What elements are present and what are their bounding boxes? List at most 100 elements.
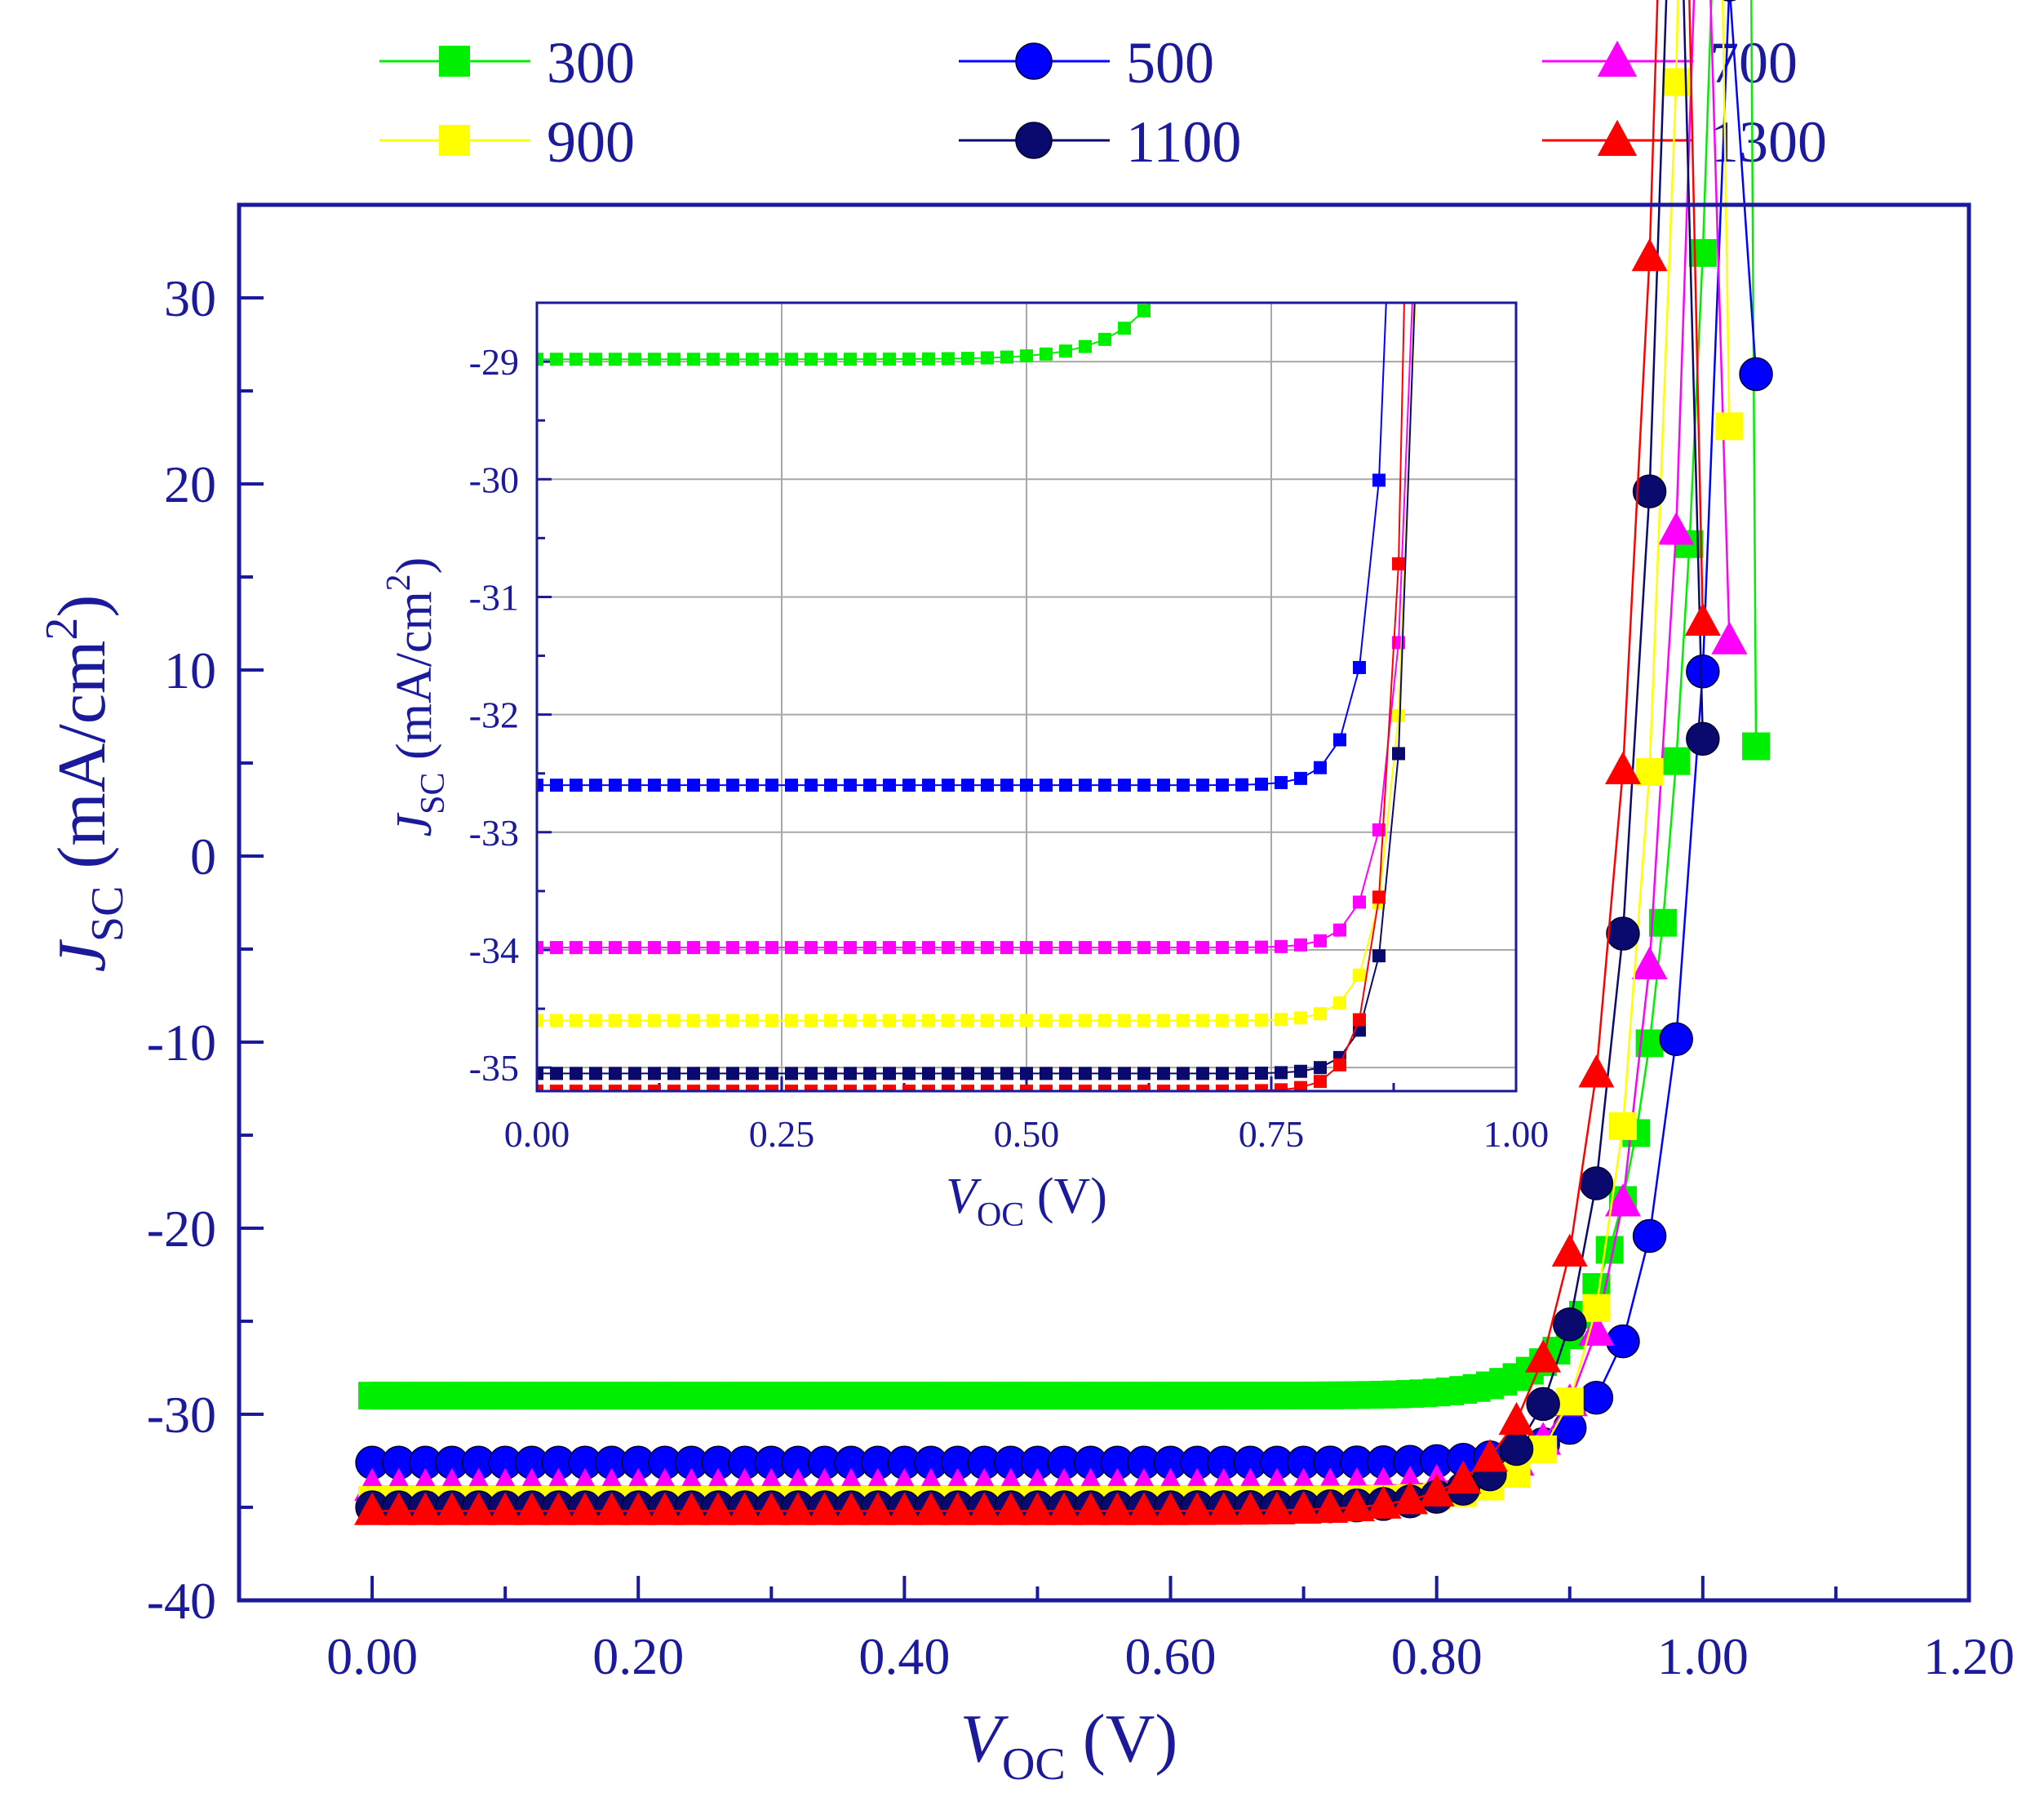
inset-point-900 — [1353, 968, 1366, 982]
main-point-1300 — [673, 1492, 710, 1525]
inset-point-1300 — [1392, 557, 1405, 570]
inset-point-1300 — [961, 1085, 974, 1091]
inset-point-300 — [687, 353, 700, 366]
inset-point-1100 — [746, 1067, 759, 1080]
inset-point-1100 — [1020, 1067, 1033, 1080]
inset-point-900 — [902, 1014, 916, 1027]
inset-point-300 — [1059, 344, 1072, 358]
inset-point-500 — [1255, 777, 1268, 791]
inset-point-500 — [726, 779, 739, 792]
inset-point-300 — [902, 352, 916, 366]
main-point-900 — [1609, 1112, 1637, 1140]
main-point-500 — [1739, 357, 1773, 392]
inset-point-900 — [1098, 1014, 1111, 1027]
inset-point-1300 — [1255, 1084, 1268, 1091]
inset-point-1300 — [942, 1085, 955, 1091]
inset-point-700 — [1255, 940, 1268, 954]
legend-label: 300 — [547, 30, 635, 95]
inset-point-900 — [707, 1014, 720, 1027]
main-x-axis-label: VOC (V) — [960, 1701, 1178, 1790]
main-point-1300 — [1125, 1492, 1162, 1525]
inset-y-tick-label: -32 — [469, 694, 519, 736]
inset-point-300 — [785, 353, 798, 366]
legend-item-900: 900 — [379, 109, 635, 175]
inset-point-1300 — [726, 1085, 739, 1091]
inset-point-500 — [1040, 779, 1053, 792]
inset-y-tick-label: -29 — [469, 341, 519, 383]
inset-x-tick-label: 0.50 — [994, 1113, 1060, 1155]
inset-point-900 — [1275, 1013, 1288, 1027]
inset-point-1300 — [785, 1085, 798, 1091]
inset-point-1300 — [570, 1085, 583, 1091]
main-y-tick-label: 0 — [190, 828, 216, 885]
inset-point-700 — [805, 941, 818, 955]
inset-point-1300 — [1333, 1058, 1346, 1072]
inset-point-1300 — [1059, 1085, 1072, 1091]
main-point-1300 — [1232, 1491, 1269, 1525]
inset-point-1100 — [824, 1067, 837, 1080]
inset-point-1300 — [1118, 1084, 1131, 1091]
inset-point-500 — [824, 779, 837, 792]
main-y-axis-label: JSC (mA/cm2) — [37, 595, 133, 973]
inset-point-500 — [707, 779, 720, 792]
main-point-1300 — [1684, 602, 1721, 636]
main-point-1300 — [913, 1492, 949, 1525]
inset-point-500 — [785, 779, 798, 792]
inset-point-500 — [1372, 473, 1386, 487]
inset-point-300 — [707, 353, 720, 366]
inset-point-900 — [1079, 1014, 1092, 1027]
inset-point-900 — [863, 1014, 876, 1027]
main-point-1100 — [1632, 474, 1667, 508]
inset-point-900 — [765, 1014, 778, 1027]
main-point-500 — [1579, 1380, 1614, 1415]
inset-point-1300 — [1216, 1084, 1229, 1091]
inset-point-1100 — [609, 1067, 622, 1080]
inset-point-1100 — [687, 1067, 700, 1080]
inset-point-300 — [922, 352, 935, 366]
inset-point-700 — [1333, 923, 1346, 937]
main-point-1300 — [567, 1492, 603, 1525]
inset-point-700 — [863, 941, 876, 955]
inset-point-500 — [1098, 779, 1111, 792]
inset-point-700 — [1177, 941, 1190, 955]
inset-point-500 — [1079, 779, 1092, 792]
inset-point-700 — [1216, 941, 1229, 955]
inset-point-300 — [589, 353, 602, 366]
inset-point-900 — [922, 1014, 935, 1027]
inset-point-900 — [1137, 1014, 1151, 1027]
legend-marker — [439, 46, 470, 77]
inset-point-1300 — [707, 1085, 720, 1091]
inset-point-900 — [648, 1014, 661, 1027]
inset-point-1100 — [922, 1067, 935, 1080]
main-point-1300 — [1179, 1492, 1216, 1525]
inset-point-1100 — [537, 1067, 543, 1080]
main-point-1100 — [1579, 1166, 1614, 1200]
inset-point-500 — [1137, 779, 1151, 792]
inset-point-1100 — [805, 1067, 818, 1080]
inset-point-500 — [1177, 779, 1190, 792]
inset-point-500 — [922, 779, 935, 792]
main-point-500 — [1686, 655, 1720, 689]
inset-point-1100 — [1196, 1067, 1209, 1080]
inset-x-axis-label: VOC (V) — [946, 1169, 1107, 1234]
inset-point-500 — [648, 779, 661, 792]
inset-y-axis-label: JSC (mA/cm2) — [380, 557, 452, 837]
main-point-900 — [1555, 1387, 1584, 1416]
legend-item-300: 300 — [379, 30, 635, 95]
inset-point-300 — [1177, 235, 1190, 248]
inset-point-900 — [687, 1014, 700, 1027]
inset-point-700 — [1412, 151, 1425, 164]
inset-point-1300 — [1157, 1084, 1170, 1091]
inset-point-900 — [961, 1014, 974, 1027]
inset-point-1100 — [1255, 1067, 1268, 1080]
inset-y-tick-label: -33 — [469, 812, 519, 854]
inset-point-1100 — [1137, 1067, 1151, 1080]
inset-point-300 — [537, 353, 543, 366]
inset-point-300 — [1098, 332, 1111, 346]
main-point-1300 — [354, 1492, 391, 1525]
inset-point-300 — [1000, 350, 1013, 364]
main-y-tick-label: 20 — [164, 455, 216, 513]
inset-point-300 — [863, 353, 876, 366]
main-x-tick-label: 0.80 — [1391, 1627, 1483, 1685]
